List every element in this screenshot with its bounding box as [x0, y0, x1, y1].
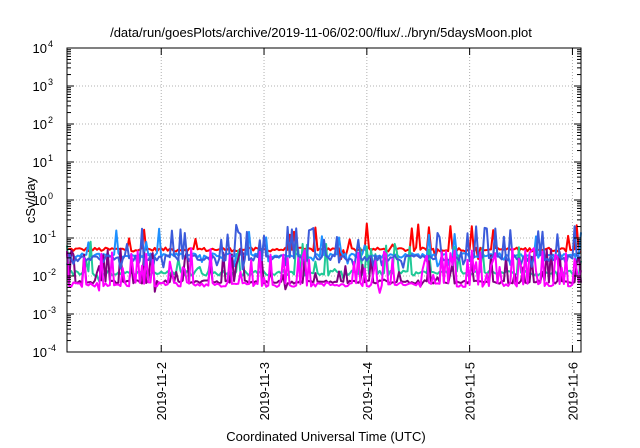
y-tick-exponent: -3 — [48, 305, 56, 315]
x-tick-label: 2019-11-5 — [463, 362, 478, 420]
x-axis-label: Coordinated Universal Time (UTC) — [226, 429, 425, 444]
y-tick-label: 10 — [33, 269, 47, 284]
y-tick-exponent: -4 — [48, 343, 56, 353]
series-line-4 — [66, 246, 582, 293]
y-tick-exponent: 4 — [48, 39, 53, 49]
y-tick-label: 10 — [33, 79, 47, 94]
chart-title: /data/run/goesPlots/archive/2019-11-06/0… — [110, 25, 532, 40]
y-tick-exponent: 0 — [48, 191, 53, 201]
y-tick-label: 10 — [33, 231, 47, 246]
x-tick-label: 2019-11-6 — [565, 362, 580, 420]
y-tick-exponent: 2 — [48, 115, 53, 125]
y-tick-label: 10 — [33, 41, 47, 56]
y-tick-exponent: 1 — [48, 153, 53, 163]
x-tick-label: 2019-11-4 — [360, 362, 375, 420]
y-tick-exponent: 3 — [48, 77, 53, 87]
x-tick-label: 2019-11-3 — [257, 362, 272, 420]
y-tick-label: 10 — [33, 193, 47, 208]
y-tick-exponent: -1 — [48, 229, 56, 239]
x-axis: 2019-11-2 2019-11-3 2019-11-4 2019-11-5 2019… — [154, 48, 580, 420]
y-tick-label: 10 — [33, 345, 47, 360]
y-axis-label: cSv/day — [23, 176, 38, 223]
series-group — [66, 222, 582, 294]
plot-frame — [66, 47, 582, 353]
series-line-6 — [66, 247, 582, 294]
grid-lines — [67, 48, 581, 352]
y-tick-label: 10 — [33, 155, 47, 170]
y-tick-exponent: -2 — [48, 267, 56, 277]
y-tick-label: 10 — [33, 307, 47, 322]
y-tick-label: 10 — [33, 117, 47, 132]
x-tick-label: 2019-11-2 — [154, 362, 169, 420]
